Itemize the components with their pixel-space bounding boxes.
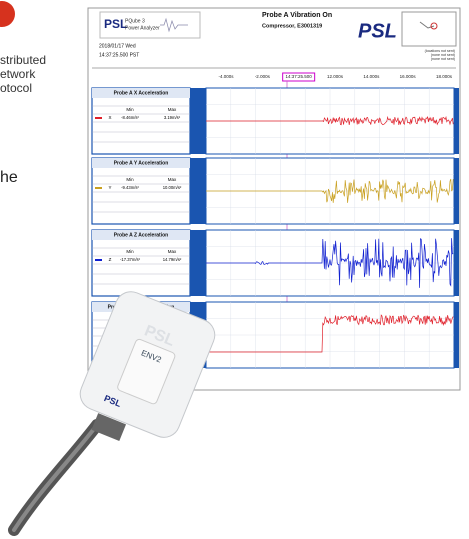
header-wave: [160, 17, 188, 33]
blue-strip: [454, 158, 459, 224]
left-text: etwork: [0, 67, 36, 81]
channel-swatch: [95, 117, 102, 119]
left-text: stributed: [0, 53, 46, 67]
panel-title: Probe A Y Acceleration: [114, 160, 169, 166]
time-label: 12.000s: [327, 74, 344, 79]
panel-header: [92, 158, 190, 168]
max-label: Max: [168, 177, 177, 182]
product-sub: Power Analyzer: [125, 25, 160, 31]
time-label: 16.000s: [400, 74, 417, 79]
icon-box: [401, 11, 457, 47]
panel-table: [91, 87, 191, 155]
blue-strip: [454, 88, 459, 154]
panel-title: Probe A X Acceleration: [114, 90, 169, 96]
note: (none not sent): [431, 57, 455, 61]
note: (locations not sent): [425, 49, 455, 53]
waveform: [206, 115, 454, 126]
connector: [91, 413, 127, 442]
left-text: otocol: [0, 81, 32, 95]
icon: [430, 22, 438, 30]
left-text: he: [0, 169, 18, 186]
icon: [419, 21, 435, 29]
blue-strip: [190, 230, 206, 296]
time-label: 14:37:25.500: [286, 74, 313, 79]
panel-header: [92, 230, 190, 240]
panel-title: Probe A Z Acceleration: [114, 232, 168, 238]
waveform: [206, 238, 454, 288]
max-label: Max: [168, 107, 177, 112]
blue-strip: [454, 230, 459, 296]
panel-table: [91, 229, 191, 297]
blue-strip: [190, 88, 206, 154]
time-label: -2.000s: [255, 74, 271, 79]
channel: X: [108, 115, 111, 120]
min-label: Min: [126, 249, 134, 254]
max-label: Max: [168, 249, 177, 254]
time: 14:37:25.500 PST: [99, 52, 139, 58]
panel-header: [92, 88, 190, 98]
channel: Z: [109, 257, 112, 262]
waveform: [206, 178, 454, 203]
note: (none not sent): [431, 53, 455, 57]
cursor-box: [282, 72, 316, 82]
min-value: -8.46m/s²: [121, 115, 139, 120]
date: 2018/01/17 Wed: [99, 43, 136, 49]
logo-fragment: [0, 1, 15, 27]
blue-strip: [190, 158, 206, 224]
min-label: Min: [126, 177, 134, 182]
blue-strip: [454, 302, 459, 368]
time-label: 18.000s: [436, 74, 453, 79]
waveform: [206, 314, 454, 353]
max-value: 10.00m/s²: [163, 185, 182, 190]
channel-swatch: [95, 187, 102, 189]
max-value: 14.79m/s²: [163, 257, 182, 262]
cable-highlight: [12, 423, 99, 532]
device: PSL ENV2 PSL: [8, 291, 216, 536]
channel-swatch: [95, 259, 102, 261]
device-label: [117, 338, 176, 405]
max-value: 3.19m/s²: [164, 115, 181, 120]
report-title: Probe A Vibration On: [262, 12, 332, 19]
product: PQube 3: [125, 18, 145, 24]
big-logo: PSL: [358, 20, 397, 42]
channel: Y: [108, 185, 111, 190]
time-label: 14.000s: [363, 74, 380, 79]
report-logo: PSL: [104, 17, 127, 31]
min-value: -17.37m/s²: [120, 257, 141, 262]
min-label: Min: [126, 107, 134, 112]
min-value: -9.43m/s²: [121, 185, 139, 190]
report-subtitle: Compressor, E3001319: [262, 23, 322, 29]
time-label: -4.000s: [218, 74, 234, 79]
